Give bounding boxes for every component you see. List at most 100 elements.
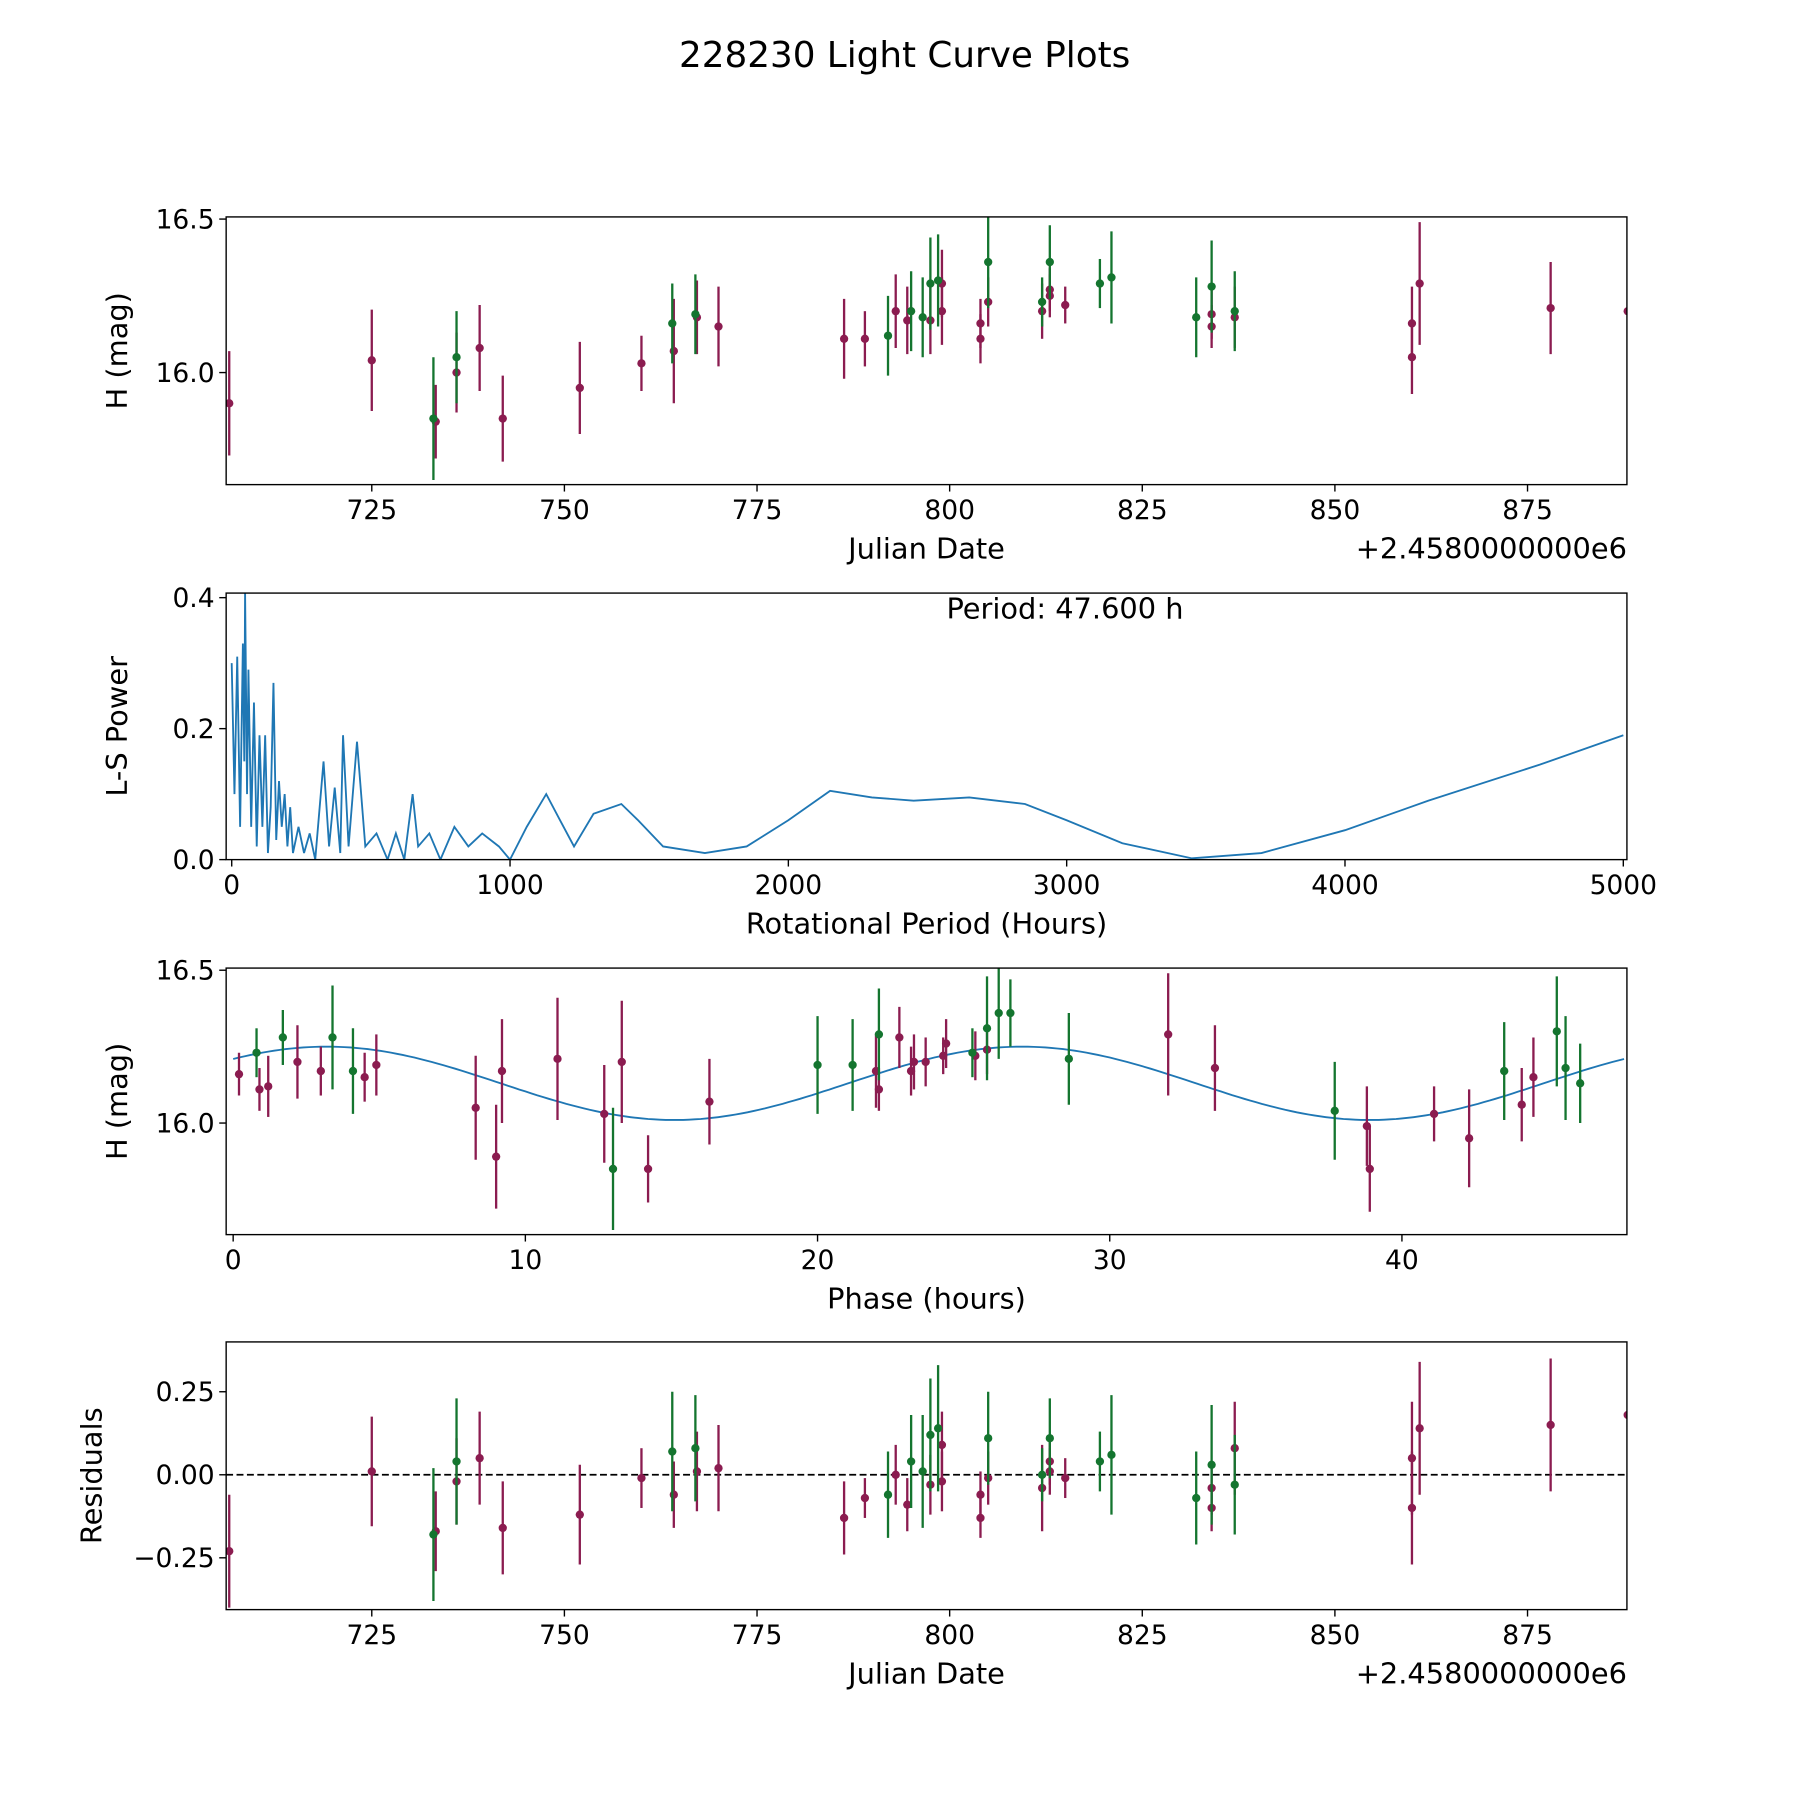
x-tick-label: 725 [346,1620,397,1651]
data-marker [1561,1063,1570,1073]
data-marker [813,1060,822,1070]
x-tick-label: 800 [924,1620,975,1651]
y-tick-label: 16.5 [156,204,215,235]
data-point-band_b [1064,1013,1073,1105]
data-point-band_b [1192,277,1201,358]
data-point-band_a [1407,286,1417,361]
x-tick-label: 20 [801,1245,835,1276]
plot-area [226,216,1627,481]
panel-periodogram: 0 1000 2000 3000 4000 5000 0.0 0.2 0.4 Rotational… [100,583,1657,941]
x-tick-label: 725 [346,495,397,526]
data-point-band_a [1415,1361,1424,1495]
x-tick-label: 875 [1502,1620,1553,1651]
data-point-band_b [1107,1395,1116,1515]
data-point-band_a [895,1006,904,1069]
data-marker [1230,1480,1239,1489]
data-point-band_a [1623,1348,1627,1482]
data-point-band_a [293,1025,302,1099]
y-tick-label: 16.5 [156,955,215,986]
data-point-band_b [874,988,884,1081]
data-marker [968,1048,977,1057]
x-axis-label: Phase (hours) [827,1281,1026,1315]
data-point-band_b [1107,231,1116,324]
figure-title: 228230 Light Curve Plots [679,35,1130,76]
data-marker [982,1024,992,1033]
data-point-band_a [255,1068,264,1111]
data-point-band_a [1415,222,1424,345]
x-tick-label: 800 [924,495,975,526]
data-point-band_a [860,311,870,367]
data-marker [874,1085,884,1094]
data-point-band_b [668,283,677,364]
data-point-band_b [1230,271,1239,352]
data-point-band_b [691,274,700,355]
data-point-band_a [234,1052,244,1096]
data-point-band_b [1561,1016,1570,1120]
data-marker [1529,1073,1538,1082]
data-point-band_a [617,1000,626,1124]
y-tick-label: −0.25 [133,1543,214,1574]
data-point-band_a [491,1104,501,1209]
data-point-band_b [452,1398,461,1525]
y-tick-label: 0.25 [156,1377,215,1408]
x-offset-text: +2.4580000000e6 [1356,531,1627,565]
x-tick-label: 775 [732,495,783,526]
plot-area [232,968,1625,1231]
data-point-band_b [1552,976,1561,1087]
data-marker [637,1473,646,1483]
x-tick-label: 750 [539,1620,590,1651]
x-tick-label: 4000 [1311,870,1378,901]
data-marker [906,1457,916,1466]
data-point-band_a [637,1448,646,1508]
data-point-band_b [668,1391,677,1512]
x-tick-label: 30 [1093,1245,1127,1276]
data-marker [360,1073,369,1082]
data-marker [926,1430,935,1440]
data-point-band_b [328,985,337,1090]
data-point-band_b [1330,1061,1339,1160]
data-marker [1164,1030,1173,1039]
data-marker [692,1467,702,1476]
data-marker [234,1069,244,1079]
data-point-band_b [1045,225,1054,299]
data-point-band_a [497,1019,507,1124]
data-point-band_a [1210,1025,1220,1111]
data-marker [895,1033,904,1042]
y-axis-label: H (mag) [100,1043,134,1160]
data-marker [1464,1134,1474,1143]
data-point-band_a [1365,1126,1374,1212]
data-point-band_a [643,1135,653,1203]
data-marker [860,334,870,343]
x-tick-label: 2000 [755,870,822,901]
data-marker [1210,1063,1220,1073]
data-point-band_a [637,335,646,391]
data-marker [226,1547,234,1556]
axes-frame [225,216,1628,486]
data-point-band_a [1429,1086,1439,1142]
data-point-band_b [429,357,438,481]
data-point-band_a [498,375,507,462]
data-marker [941,1039,951,1048]
data-point-band_a [976,1471,985,1518]
data-point-band_b [933,234,943,327]
data-marker [1623,307,1627,316]
data-marker [1407,1454,1417,1463]
x-axis-label: Julian Date [846,1656,1005,1690]
x-tick-label: 0 [225,1245,242,1276]
data-point-band_b [1230,1434,1239,1535]
period-annotation: Period: 47.600 h [946,591,1183,625]
data-marker [1192,1493,1201,1503]
data-point-band_a [1529,1037,1538,1117]
data-point-band_a [714,286,723,367]
data-point-band_a [705,1058,714,1145]
data-marker [874,1030,884,1039]
data-point-band_b [1192,1451,1201,1545]
data-marker [600,1109,609,1119]
data-marker [1107,1450,1116,1459]
data-point-band_b [691,1395,700,1502]
data-marker [691,310,700,319]
data-point-band_b [906,1414,916,1508]
data-marker [1546,1420,1555,1430]
data-marker [933,276,943,285]
data-marker [367,1467,376,1476]
